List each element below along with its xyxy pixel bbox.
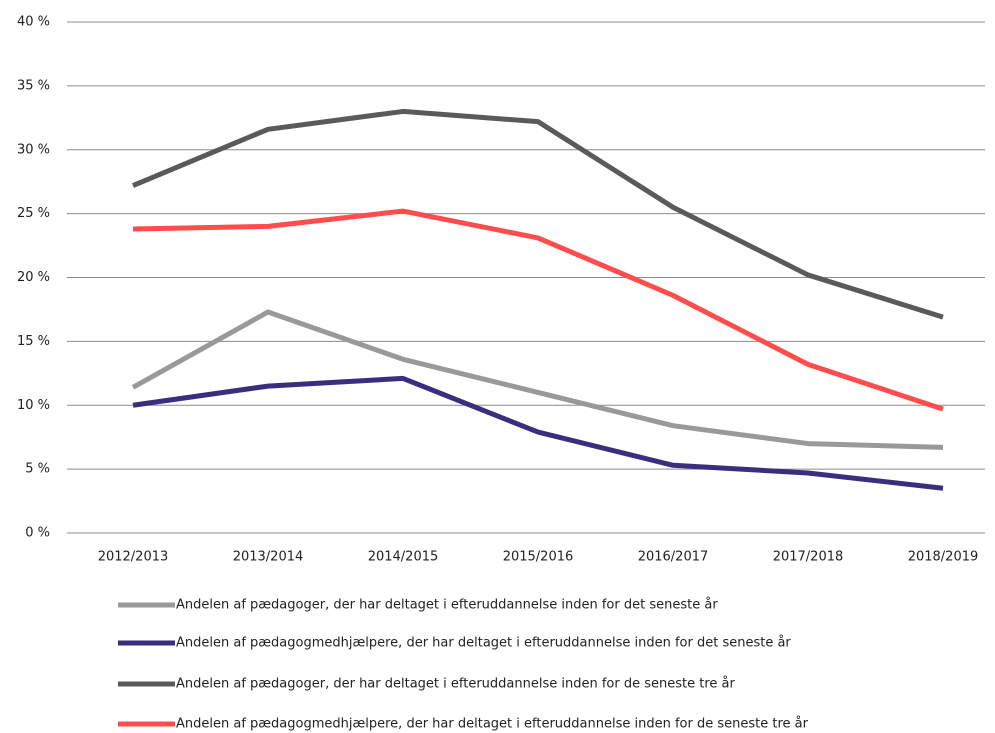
y-tick-label: 35 % [17,78,50,93]
legend-label: Andelen af pædagogmedhjælpere, der har d… [176,636,791,651]
line [131,309,944,450]
y-tick-label: 25 % [17,206,50,221]
legend-label: Andelen af pædagoger, der har deltaget i… [176,677,736,692]
x-tick-label: 2015/2016 [503,550,574,565]
y-tick-label: 10 % [17,398,50,413]
x-tick-label: 2012/2013 [98,550,169,565]
y-tick-label: 40 % [17,15,50,30]
line [132,375,944,491]
y-tick-label: 5 % [25,462,50,477]
x-tick-label: 2016/2017 [638,550,709,565]
y-tick-label: 15 % [17,334,50,349]
line [132,108,944,320]
y-tick-label: 30 % [17,142,50,157]
x-tick-label: 2013/2014 [233,550,304,565]
y-tick-label: 20 % [17,270,50,285]
x-tick-label: 2018/2019 [908,550,979,565]
x-tick-label: 2017/2018 [773,550,844,565]
legend-label: Andelen af pædagoger, der har deltaget i… [176,598,718,613]
legend-label: Andelen af pædagogmedhjælpere, der har d… [176,717,809,732]
x-tick-label: 2014/2015 [368,550,439,565]
y-tick-label: 0 % [25,526,50,541]
line [132,208,944,412]
